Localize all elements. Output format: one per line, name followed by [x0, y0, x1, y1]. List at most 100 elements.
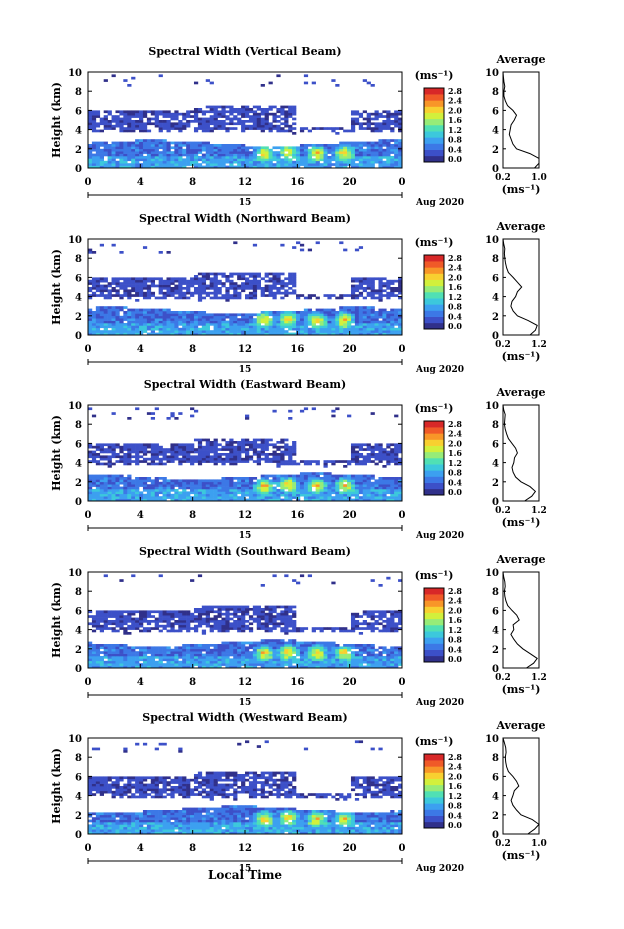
heatmap-cell	[366, 477, 371, 480]
heatmap-cell	[296, 474, 301, 478]
heatmap-cell	[237, 112, 242, 116]
heatmap-cell	[323, 148, 328, 152]
average-y-tick-label: 2	[492, 478, 499, 489]
heatmap-cell	[256, 122, 261, 126]
heatmap-cell	[209, 481, 214, 485]
heatmap-cell	[154, 308, 159, 312]
heatmap-cell	[225, 663, 230, 666]
heatmap-cell	[166, 294, 171, 297]
heatmap-cell	[178, 153, 183, 157]
heatmap-cell	[358, 284, 364, 288]
heatmap-cell	[158, 325, 163, 329]
heatmap-cell	[264, 289, 269, 293]
heatmap-cell	[88, 489, 93, 492]
heatmap-cell	[142, 498, 148, 502]
heatmap-cell	[217, 498, 222, 502]
heatmap-cell	[256, 660, 261, 664]
heatmap-cell	[343, 665, 348, 669]
heatmap-cell	[374, 445, 379, 449]
heatmap-cell	[237, 284, 242, 288]
heatmap-cell	[146, 656, 152, 659]
heatmap-cell	[131, 112, 136, 116]
heatmap-cell	[276, 108, 281, 111]
heatmap-cell	[248, 124, 254, 128]
heatmap-cell	[201, 455, 207, 459]
heatmap-cell	[225, 158, 230, 162]
heatmap-cell	[197, 455, 203, 459]
heatmap-cell	[95, 462, 101, 466]
heatmap-cell	[158, 318, 163, 321]
heatmap-cell	[142, 165, 148, 169]
heatmap-cell	[127, 462, 132, 466]
heatmap-cell	[233, 241, 238, 245]
heatmap-cell	[123, 311, 128, 314]
heatmap-cell	[213, 122, 218, 126]
heatmap-cell	[374, 484, 379, 487]
colorbar-tick-label: 1.6	[448, 448, 462, 458]
colorbar-tick-label: 0.4	[448, 477, 462, 487]
heatmap-cell	[233, 320, 238, 324]
heatmap-cell	[119, 284, 124, 288]
heatmap-cell	[315, 158, 320, 162]
heatmap-cell	[245, 448, 250, 451]
heatmap-cell	[99, 318, 104, 321]
heatmap-cell	[119, 320, 124, 324]
heatmap-cell	[280, 323, 285, 326]
heatmap-cell	[378, 453, 383, 456]
heatmap-cell	[213, 320, 218, 324]
heatmap-cell	[178, 651, 183, 654]
heatmap-cell	[394, 163, 399, 166]
heatmap-cell	[127, 656, 132, 659]
heatmap-cell	[139, 656, 144, 659]
heatmap-cell	[229, 160, 234, 164]
heatmap-cell	[260, 120, 265, 123]
heatmap-cell	[292, 656, 297, 659]
heatmap-cell	[166, 484, 171, 487]
heatmap-cell	[382, 284, 387, 288]
heatmap-cell	[103, 323, 108, 326]
heatmap-cell	[252, 296, 258, 300]
heatmap-cell	[182, 453, 187, 456]
heatmap-cell	[225, 327, 230, 331]
heatmap-cell	[237, 653, 242, 657]
day-label: 15	[239, 365, 252, 375]
heatmap-cell	[362, 489, 367, 492]
heatmap-cell	[264, 124, 269, 128]
heatmap-cell	[142, 294, 148, 297]
heatmap-cell	[115, 658, 120, 662]
heatmap-cell	[390, 330, 395, 333]
heatmap-cell	[209, 445, 214, 449]
heatmap-cell	[166, 417, 171, 420]
heatmap-cell	[276, 462, 281, 466]
heatmap-cell	[146, 323, 152, 326]
heatmap-cell	[362, 457, 367, 461]
heatmap-cell	[158, 457, 163, 461]
heatmap-cell	[343, 646, 348, 650]
heatmap-cell	[241, 115, 246, 118]
heatmap-cell	[103, 122, 108, 126]
heatmap-cell	[272, 296, 277, 300]
heatmap-cell	[292, 105, 297, 109]
heatmap-cell	[390, 318, 395, 321]
heatmap-cell	[311, 407, 316, 411]
heatmap-cell	[131, 323, 136, 326]
heatmap-cell	[256, 658, 261, 662]
heatmap-cell	[245, 491, 250, 495]
heatmap-cell	[362, 484, 367, 487]
heatmap-cell	[394, 327, 399, 331]
heatmap-cell	[233, 653, 238, 657]
heatmap-cell	[119, 327, 124, 331]
heatmap-cell	[272, 330, 277, 333]
heatmap-cell	[135, 453, 140, 456]
heatmap-cell	[119, 498, 124, 502]
heatmap-cell	[170, 294, 175, 297]
heatmap-cell	[197, 318, 203, 321]
heatmap-cell	[205, 327, 210, 331]
heatmap-cell	[166, 282, 171, 285]
heatmap-cell	[241, 327, 246, 331]
heatmap-cell	[315, 658, 320, 662]
heatmap-cell	[335, 665, 340, 669]
heatmap-cell	[225, 484, 230, 487]
heatmap-cell	[103, 165, 108, 169]
heatmap-cell	[354, 306, 360, 309]
